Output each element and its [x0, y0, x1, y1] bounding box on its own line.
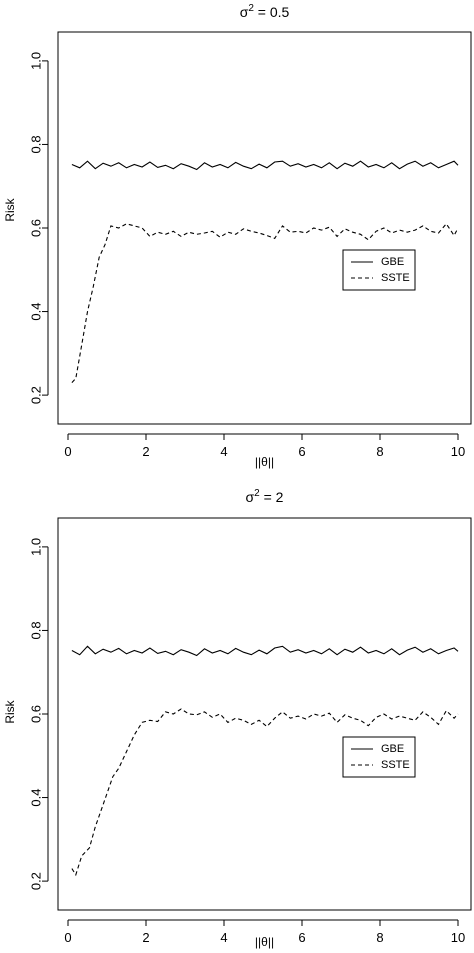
chart1-x-tick-label: 0: [64, 444, 71, 459]
chart1-x-tick-label: 8: [376, 444, 383, 459]
chart1-y-tick-label: 0.4: [29, 303, 44, 321]
chart2-y-axis-title: Risk: [3, 699, 17, 723]
chart2-y-tick-label: 0.6: [29, 705, 44, 723]
chart1-y-tick-label: 1.0: [29, 52, 44, 70]
chart1-legend-box: [342, 249, 416, 291]
chart2-y-tick-label: 1.0: [29, 538, 44, 556]
chart1-series-sste-line: [71, 222, 459, 383]
chart2-y-tick-label: 0.8: [29, 621, 44, 639]
chart2-series-sste-line: [71, 708, 459, 877]
chart1-plot-frame: [57, 31, 472, 425]
chart2-title: σ2 = 2: [246, 488, 284, 505]
chart2-plot-frame: [57, 517, 472, 911]
chart2-legend-gbe-label: GBE: [381, 743, 404, 755]
chart1-x-tick-label: 4: [220, 444, 227, 459]
chart1-x-tick-label: 6: [298, 444, 305, 459]
chart2-x-tick-label: 6: [298, 930, 305, 945]
chart1-x-tick-label: 10: [451, 444, 465, 459]
chart2-y-tick-label: 0.2: [29, 872, 44, 890]
chart1-y-tick-label: 0.8: [29, 135, 44, 153]
chart1-y-axis-title: Risk: [3, 197, 17, 221]
chart2-legend-box: [342, 736, 416, 778]
chart2-x-axis-title: ||θ||: [255, 935, 274, 949]
chart2-legend-sste-label: SSTE: [381, 759, 410, 771]
chart2-x-tick-label: 2: [142, 930, 149, 945]
chart1-x-tick-label: 2: [142, 444, 149, 459]
chart1-title: σ2 = 0.5: [240, 3, 290, 20]
chart1-legend-gbe-label: GBE: [381, 256, 404, 268]
chart2-series-gbe-line: [71, 645, 459, 657]
chart1-legend-sste-label: SSTE: [381, 272, 410, 284]
chart2-y-tick-label: 0.4: [29, 789, 44, 807]
chart1-y-tick-label: 0.6: [29, 219, 44, 237]
chart2-x-tick-label: 8: [376, 930, 383, 945]
chart1-y-tick-label: 0.2: [29, 386, 44, 404]
chart2-x-tick-label: 0: [64, 930, 71, 945]
chart2-x-tick-label: 4: [220, 930, 227, 945]
chart1-x-axis-title: ||θ||: [255, 455, 274, 469]
chart1-series-gbe-line: [71, 160, 459, 171]
chart2-x-tick-label: 10: [451, 930, 465, 945]
